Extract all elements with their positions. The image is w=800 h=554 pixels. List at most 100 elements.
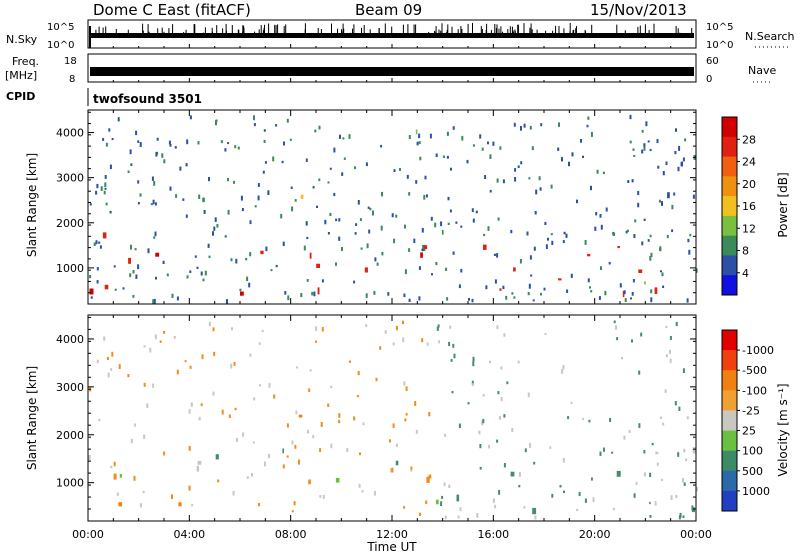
velocity-cell (286, 455, 289, 458)
velocity-cell (438, 340, 440, 344)
nsky-spike (342, 30, 344, 35)
power-cell (294, 199, 297, 202)
velocity-cell (649, 515, 652, 518)
velocity-cell (494, 504, 497, 509)
velocity-cell (197, 460, 202, 465)
velocity-cell (428, 411, 431, 417)
power-cell (460, 225, 463, 228)
nsky-spike (569, 23, 571, 35)
nsky-spike (498, 28, 500, 35)
power-cell (497, 217, 500, 221)
nsky-spike (115, 29, 117, 35)
power-cell (306, 279, 309, 282)
power-cell (426, 194, 428, 198)
velocity-cell (635, 482, 638, 485)
velocity-cell (103, 336, 106, 341)
power-cell (496, 178, 499, 183)
nsky-spike (342, 23, 344, 35)
time-axis-label: Time UT (366, 540, 417, 554)
power-cell (300, 194, 304, 199)
power-cell (155, 276, 157, 280)
power-cell (650, 297, 653, 303)
power-cell (502, 179, 505, 184)
velocity-cell (609, 417, 612, 422)
power-cell (96, 267, 99, 271)
power-colorbar-swatch (722, 196, 737, 217)
velocity-cell (163, 451, 166, 456)
power-cell (318, 125, 321, 130)
power-cell (657, 165, 660, 169)
power-cell (89, 203, 92, 206)
power-cell (355, 223, 358, 226)
velocity-cell (457, 515, 460, 519)
power-cell (318, 178, 321, 182)
velocity-cell (444, 433, 447, 437)
power-colorbar-tick-label: 20 (742, 178, 756, 191)
power-cell (113, 265, 116, 268)
power-cell (441, 230, 444, 235)
power-cell (137, 202, 140, 205)
power-cell (623, 290, 626, 295)
nsky-spike (481, 29, 483, 35)
power-colorbar-swatch (722, 235, 737, 256)
velocity-cell (118, 364, 121, 369)
power-cell (421, 248, 424, 252)
power-cell (673, 192, 676, 196)
power-cell (561, 157, 563, 162)
power-cell (391, 213, 394, 218)
power-cell (105, 202, 108, 206)
velocity-cell (188, 445, 191, 451)
velocity-cell (651, 442, 654, 446)
power-cell (189, 115, 192, 120)
power-y-tick-label: 2000 (56, 217, 84, 230)
power-cell (253, 115, 255, 121)
velocity-cell (212, 327, 215, 332)
power-cell (513, 267, 516, 272)
nsky-spike (575, 28, 577, 35)
velocity-cell (273, 394, 276, 399)
power-heatmap (89, 114, 698, 304)
nsky-spike (369, 29, 371, 35)
velocity-cell (133, 475, 136, 481)
power-cell (460, 268, 463, 273)
nsearch-label: N.Search (745, 30, 795, 43)
velocity-cell (482, 418, 485, 424)
velocity-cell (402, 320, 404, 325)
nsky-spike (486, 23, 488, 35)
power-cell (166, 273, 169, 277)
power-cell (654, 287, 658, 294)
power-cell (176, 296, 179, 301)
power-cell (514, 168, 517, 172)
power-cell (631, 292, 634, 296)
nsky-spike (168, 28, 170, 35)
velocity-cell (338, 413, 341, 418)
power-cell (311, 291, 314, 296)
velocity-cell (327, 403, 330, 407)
date-title: 15/Nov/2013 (590, 1, 687, 19)
velocity-cell (201, 354, 204, 360)
nsky-spike (451, 26, 453, 35)
power-cell (472, 218, 475, 223)
x-tick-label: 16:00 (477, 528, 509, 541)
power-cell (461, 135, 464, 141)
power-cell (246, 276, 249, 282)
power-cell (338, 236, 341, 241)
power-cell (641, 129, 644, 133)
power-cell (605, 207, 608, 212)
nsky-spike (428, 32, 430, 35)
nsky-spike (105, 26, 107, 35)
velocity-cell (403, 506, 406, 509)
power-cell (329, 167, 332, 170)
velocity-cell (549, 446, 552, 449)
power-cell (249, 252, 252, 257)
nsky-spike (555, 25, 557, 35)
nsky-spike (212, 31, 213, 35)
power-cell (354, 232, 357, 235)
velocity-cell (662, 422, 665, 426)
power-cell (632, 148, 635, 151)
power-cell (129, 149, 132, 155)
nsky-spike (274, 24, 276, 35)
nsky-spike (457, 29, 459, 35)
power-cell (445, 267, 448, 271)
velocity-colorbar-swatch (722, 450, 737, 472)
